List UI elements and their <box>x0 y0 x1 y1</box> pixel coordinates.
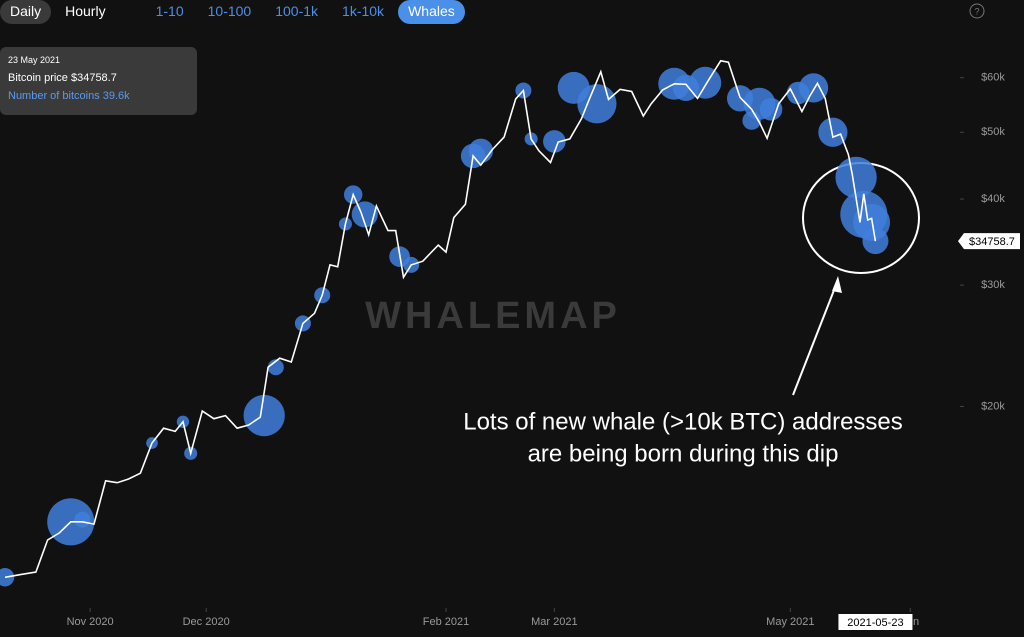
whale-bubble <box>818 117 848 147</box>
price-tag-label: $34758.7 <box>969 236 1015 248</box>
x-tick-label: Dec 2020 <box>183 616 230 628</box>
x-tick-label: May 2021 <box>766 616 814 628</box>
tab[interactable]: 100-1k <box>275 3 319 19</box>
cursor-date-box <box>838 614 913 630</box>
tab[interactable]: Whales <box>398 0 465 24</box>
whale-bubble <box>759 97 783 121</box>
help-icon[interactable] <box>969 3 985 19</box>
tooltip-count: Number of bitcoins 39.6k <box>8 90 130 102</box>
tab[interactable]: 1k-10k <box>342 3 385 19</box>
cursor-date-label: 2021-05-23 <box>847 617 903 629</box>
annotation: Lots of new whale (>10k BTC) addresses <box>463 408 903 435</box>
tooltip-date: 23 May 2021 <box>8 55 61 65</box>
y-tick-label: $30k <box>981 279 1005 291</box>
arrow-head <box>832 276 842 293</box>
y-tick-label: $50k <box>981 126 1005 138</box>
whale-bubble <box>74 511 91 528</box>
whale-bubble <box>267 359 284 376</box>
y-tick-label: $20k <box>981 400 1005 412</box>
price-tag-box <box>958 233 1020 250</box>
tab-bar: Daily Hourly 1-10 10-100 100-1k 1k-10k Whales <box>0 0 469 24</box>
whale-bubble <box>798 73 829 103</box>
whale-bubble <box>689 66 722 99</box>
tab[interactable]: Daily <box>0 0 52 24</box>
price-line <box>4 59 877 579</box>
whale-bubble <box>243 394 285 437</box>
x-tick-label: Mar 2021 <box>531 616 577 628</box>
whale-bubble <box>577 84 617 124</box>
x-tick-label: Nov 2020 <box>67 616 114 628</box>
whale-bubble <box>543 130 566 153</box>
tab[interactable]: Hourly <box>65 3 106 19</box>
x-tick-label: Feb 2021 <box>423 616 469 628</box>
annotation: are being born during this dip <box>528 440 839 467</box>
tab[interactable]: 1-10 <box>155 3 184 19</box>
y-tick-label: $60k <box>981 72 1005 84</box>
arrow-line <box>792 279 839 396</box>
help-icon-text: ? <box>974 6 979 16</box>
watermark: WHALEMAP <box>365 295 621 337</box>
tooltip-price: Bitcoin price $34758.7 <box>8 72 117 84</box>
tab[interactable]: 10-100 <box>207 3 252 19</box>
whale-bubble <box>835 156 877 199</box>
tooltip: 23 May 2021 Bitcoin price $34758.7 Numbe… <box>0 47 197 115</box>
y-tick-label: $40k <box>981 193 1005 205</box>
